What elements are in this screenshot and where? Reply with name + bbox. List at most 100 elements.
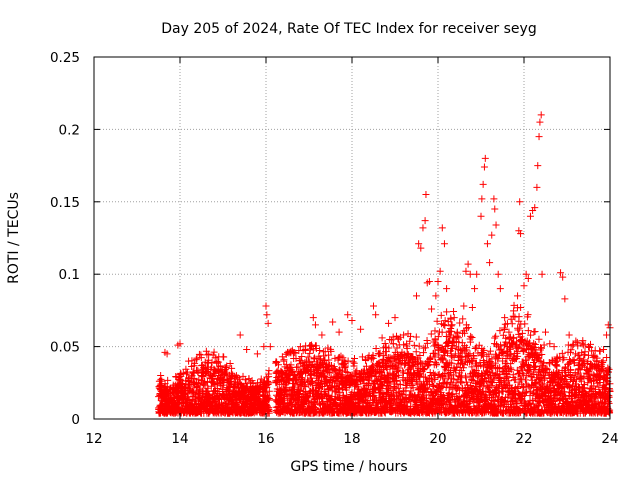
roti-point bbox=[460, 302, 468, 310]
roti-point bbox=[311, 321, 319, 329]
roti-point bbox=[400, 331, 408, 339]
roti-point bbox=[391, 314, 399, 322]
x-tick-label: 20 bbox=[429, 431, 446, 447]
roti-point bbox=[243, 345, 251, 353]
roti-point bbox=[524, 275, 532, 283]
roti-point bbox=[466, 270, 474, 278]
chart-title: Day 205 of 2024, Rate Of TEC Index for r… bbox=[161, 21, 536, 37]
roti-point bbox=[516, 198, 524, 206]
y-tick-label: 0.1 bbox=[59, 267, 80, 283]
roti-point bbox=[260, 343, 268, 351]
roti-point bbox=[491, 205, 499, 213]
y-tick-label: 0.15 bbox=[50, 195, 80, 211]
roti-point bbox=[600, 345, 608, 353]
roti-point bbox=[492, 221, 500, 229]
roti-point bbox=[417, 244, 425, 252]
roti-point bbox=[522, 270, 530, 278]
roti-point bbox=[557, 269, 565, 277]
x-tick-label: 24 bbox=[601, 431, 618, 447]
roti-point bbox=[228, 364, 236, 372]
roti-point bbox=[578, 340, 586, 348]
roti-point bbox=[515, 227, 523, 235]
x-axis-label: GPS time / hours bbox=[290, 459, 407, 475]
x-tick-label: 12 bbox=[85, 431, 102, 447]
roti-point bbox=[501, 314, 509, 322]
roti-point bbox=[157, 372, 165, 380]
roti-point bbox=[565, 331, 573, 339]
roti-point bbox=[422, 191, 430, 199]
roti-point bbox=[357, 325, 365, 333]
roti-point bbox=[533, 183, 541, 191]
roti-point bbox=[509, 312, 517, 320]
envelope-points bbox=[157, 111, 614, 406]
roti-point bbox=[468, 304, 476, 312]
roti-point-cloud bbox=[154, 301, 614, 417]
roti-point bbox=[236, 331, 244, 339]
roti-point bbox=[561, 295, 569, 303]
roti-point bbox=[486, 259, 494, 267]
roti-point bbox=[163, 350, 171, 358]
roti-point bbox=[505, 328, 513, 336]
roti-point bbox=[559, 273, 567, 281]
roti-point bbox=[453, 328, 461, 336]
roti-point bbox=[215, 372, 223, 380]
roti-point bbox=[440, 240, 448, 248]
roti-point bbox=[494, 270, 502, 278]
roti-point bbox=[477, 212, 485, 220]
roti-point bbox=[471, 285, 479, 293]
roti-point bbox=[385, 319, 393, 327]
roti-point bbox=[165, 386, 173, 394]
roti-point bbox=[546, 340, 554, 348]
roti-point bbox=[335, 328, 343, 336]
roti-point bbox=[479, 180, 487, 188]
roti-point bbox=[309, 314, 317, 322]
roti-point bbox=[266, 343, 274, 351]
y-tick-label: 0.25 bbox=[50, 50, 80, 66]
grid-lines bbox=[94, 57, 610, 419]
roti-point bbox=[534, 162, 542, 170]
y-tick-label: 0.05 bbox=[50, 340, 80, 356]
roti-point bbox=[550, 343, 558, 351]
roti-point bbox=[370, 302, 377, 310]
roti-point bbox=[318, 331, 326, 339]
y-axis-ticks: 0 0.05 0.1 0.15 0.2 0.25 bbox=[50, 50, 610, 428]
roti-point bbox=[253, 350, 261, 358]
roti-point bbox=[415, 240, 423, 248]
roti-point bbox=[514, 292, 522, 300]
roti-point bbox=[603, 331, 611, 339]
roti-point bbox=[263, 311, 271, 319]
roti-point bbox=[443, 285, 451, 293]
scatter-point-cloud bbox=[154, 301, 614, 417]
roti-point bbox=[520, 282, 528, 290]
roti-point bbox=[344, 311, 352, 319]
roti-point bbox=[462, 267, 470, 275]
x-tick-label: 16 bbox=[257, 431, 274, 447]
roti-point bbox=[496, 285, 504, 293]
x-tick-label: 18 bbox=[343, 431, 360, 447]
roti-point bbox=[329, 318, 337, 326]
roti-point bbox=[473, 270, 481, 278]
roti-point bbox=[490, 195, 498, 203]
roti-point bbox=[535, 133, 543, 141]
roti-point bbox=[284, 348, 291, 356]
roti-point bbox=[348, 317, 356, 325]
y-tick-label: 0.2 bbox=[59, 122, 80, 138]
roti-point bbox=[478, 195, 486, 203]
roti-point bbox=[481, 154, 489, 162]
y-axis-label: ROTI / TECUs bbox=[6, 192, 22, 284]
roti-point bbox=[436, 267, 444, 275]
roti-point bbox=[572, 350, 580, 358]
roti-point bbox=[421, 217, 429, 225]
y-tick-label: 0 bbox=[71, 412, 80, 428]
roti-point bbox=[480, 163, 488, 171]
roti-point bbox=[593, 354, 601, 362]
roti-point bbox=[198, 372, 205, 380]
x-tick-label: 22 bbox=[515, 431, 532, 447]
roti-point bbox=[185, 357, 193, 365]
roti-point bbox=[488, 231, 496, 239]
roti-point bbox=[536, 118, 544, 126]
roti-point bbox=[296, 343, 304, 351]
roti-point bbox=[438, 224, 446, 232]
roti-point bbox=[159, 398, 167, 406]
